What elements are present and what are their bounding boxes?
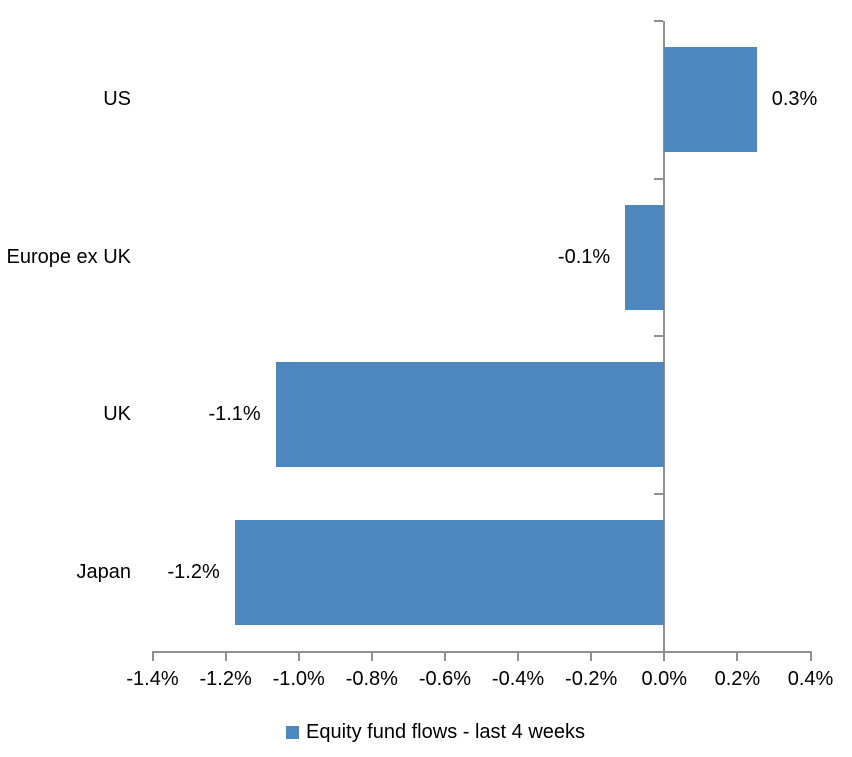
legend-swatch-icon bbox=[286, 726, 299, 739]
x-tick-label: -0.4% bbox=[491, 668, 545, 690]
x-axis-tick bbox=[736, 653, 739, 661]
x-axis-tick bbox=[151, 653, 154, 661]
zero-line-tick bbox=[654, 177, 664, 180]
category-label: Japan bbox=[76, 560, 132, 583]
x-axis-tick bbox=[370, 653, 373, 661]
bar-europe-ex-uk bbox=[625, 204, 665, 310]
value-label: -1.1% bbox=[208, 403, 261, 426]
x-tick-label: 0.4% bbox=[787, 668, 834, 690]
x-tick-label: 0.2% bbox=[714, 668, 761, 690]
bar-japan bbox=[234, 519, 665, 625]
zero-line-tick bbox=[654, 335, 664, 337]
zero-line-tick bbox=[654, 492, 664, 495]
x-axis-tick bbox=[517, 653, 520, 661]
x-tick-label: -1.4% bbox=[126, 668, 179, 690]
category-label: Europe ex UK bbox=[6, 245, 131, 268]
value-label: -0.1% bbox=[557, 245, 611, 268]
value-label: -1.2% bbox=[167, 560, 220, 583]
zero-line-tick bbox=[654, 20, 664, 22]
x-tick-label: -0.2% bbox=[565, 668, 618, 690]
x-tick-label: 0.0% bbox=[641, 668, 688, 690]
x-axis-tick bbox=[224, 653, 227, 661]
category-label: US bbox=[103, 88, 131, 111]
value-label: 0.3% bbox=[771, 88, 818, 111]
x-tick-label: -0.6% bbox=[418, 668, 472, 690]
x-tick-label: -0.8% bbox=[345, 668, 398, 690]
x-axis-tick bbox=[809, 653, 812, 661]
x-axis-line bbox=[151, 651, 812, 653]
x-axis-tick bbox=[297, 653, 300, 661]
x-axis-tick bbox=[590, 653, 593, 661]
x-tick-label: -1.2% bbox=[199, 668, 252, 690]
zero-axis-line bbox=[663, 21, 666, 653]
legend: Equity fund flows - last 4 weeks bbox=[286, 721, 585, 744]
category-label: UK bbox=[103, 403, 131, 426]
bar-uk bbox=[275, 362, 665, 468]
legend-label: Equity fund flows - last 4 weeks bbox=[306, 721, 586, 743]
x-axis-tick bbox=[443, 653, 446, 661]
x-axis-tick bbox=[663, 653, 666, 661]
bar-us bbox=[664, 47, 757, 153]
x-tick-label: -1.0% bbox=[272, 668, 325, 690]
